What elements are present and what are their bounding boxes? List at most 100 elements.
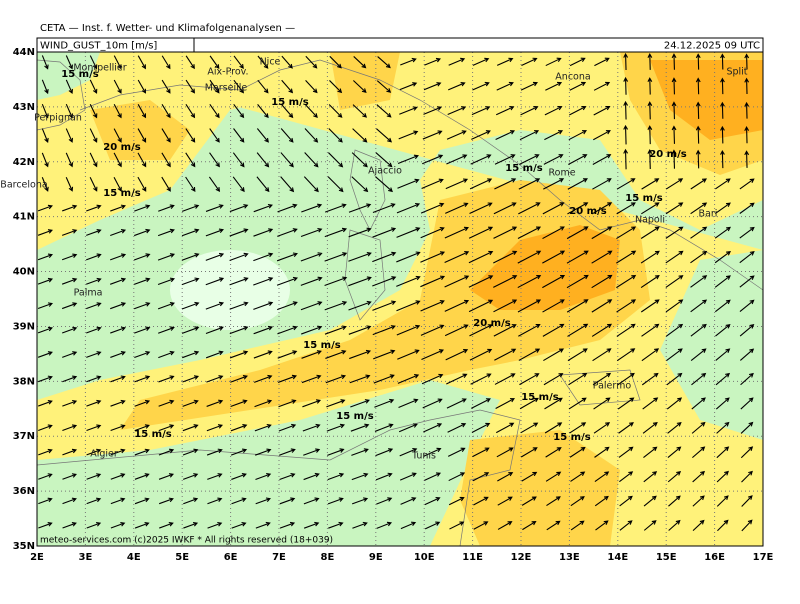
- city-label: Ancona: [555, 72, 590, 83]
- wind-arrow: [671, 101, 677, 120]
- lon-tick-label: 3E: [79, 552, 93, 563]
- wind-arrow: [471, 422, 491, 433]
- wind-arrow: [229, 350, 249, 359]
- wind-arrow: [303, 497, 320, 505]
- wind-arrow: [62, 473, 77, 480]
- wind-arrow: [86, 302, 102, 310]
- wind-arrow: [113, 152, 122, 168]
- wind-arrow: [161, 104, 171, 119]
- wind-arrow: [616, 274, 637, 289]
- wind-arrow: [61, 302, 78, 310]
- wind-arrow: [690, 348, 707, 361]
- wind-arrow: [569, 57, 586, 67]
- wind-arrow: [255, 521, 271, 529]
- lat-tick-label: 40N: [13, 267, 35, 278]
- wind-arrow: [205, 350, 224, 359]
- wind-arrow: [714, 299, 731, 313]
- wind-arrow: [352, 80, 367, 94]
- wind-arrow: [137, 128, 147, 143]
- wind-arrow: [493, 275, 518, 288]
- wind-arrow: [182, 448, 199, 456]
- wind-arrow: [41, 55, 49, 70]
- wind-arrow: [716, 470, 729, 483]
- wind-arrow: [695, 53, 701, 70]
- wind-arrow: [517, 275, 542, 289]
- wind-arrow: [279, 448, 296, 456]
- wind-arrow: [372, 227, 397, 238]
- lat-tick-label: 36N: [13, 486, 35, 497]
- wind-arrow: [421, 373, 444, 385]
- wind-arrow: [209, 55, 220, 70]
- wind-arrow: [741, 470, 753, 483]
- wind-arrow: [690, 226, 708, 239]
- wind-arrow: [65, 103, 73, 119]
- wind-arrow: [62, 399, 78, 407]
- wind-arrow: [641, 178, 660, 190]
- wind-arrow: [744, 101, 750, 119]
- wind-arrow: [302, 423, 321, 432]
- wind-arrow: [280, 176, 295, 193]
- city-label: Aix-Prov.: [207, 67, 248, 78]
- wind-arrow: [397, 349, 420, 360]
- wind-arrow: [420, 226, 445, 239]
- wind-arrow: [668, 519, 681, 531]
- wind-arrow: [327, 497, 344, 505]
- wind-arrow: [543, 154, 564, 165]
- wind-arrow: [517, 250, 542, 264]
- wind-arrow: [348, 227, 372, 238]
- wind-arrow: [518, 324, 541, 337]
- wind-arrow: [41, 103, 49, 119]
- wind-arrow: [280, 128, 294, 143]
- wind-arrow: [445, 202, 469, 214]
- wind-arrow: [352, 521, 368, 529]
- wind-arrow: [327, 176, 344, 193]
- city-labels: Montpellier Aix-Prov. Nice Marseille Per…: [0, 57, 748, 462]
- wind-arrow: [62, 375, 78, 383]
- wind-arrow: [641, 348, 660, 362]
- wind-arrow: [352, 104, 368, 118]
- wind-arrow: [185, 55, 195, 70]
- wind-arrow: [324, 276, 348, 287]
- wind-arrow: [566, 299, 589, 313]
- wind-arrow: [592, 178, 612, 190]
- wind-arrow: [520, 105, 539, 116]
- wind-arrow: [182, 473, 199, 480]
- wind-arrow: [182, 350, 200, 359]
- wind-arrow: [110, 497, 126, 505]
- wind-arrow: [641, 202, 660, 215]
- wind-arrow: [181, 253, 200, 261]
- wind-arrow: [209, 128, 220, 143]
- wind-arrow: [257, 104, 269, 119]
- wind-arrow: [325, 374, 347, 384]
- wind-arrow: [157, 277, 176, 286]
- wind-arrow: [493, 226, 518, 239]
- wind-arrow: [544, 130, 564, 141]
- wind-arrow: [86, 522, 102, 529]
- wind-arrow: [110, 448, 126, 456]
- wind-arrow: [666, 372, 683, 386]
- city-label: Barcelona: [0, 180, 47, 191]
- lat-tick-label: 37N: [13, 431, 35, 442]
- lon-tick-label: 11E: [462, 552, 483, 563]
- contour-label: 15 m/s: [625, 193, 662, 204]
- wind-arrow: [206, 448, 223, 456]
- wind-arrow: [715, 348, 731, 361]
- wind-arrow: [470, 373, 492, 385]
- wind-arrow: [181, 326, 200, 334]
- wind-arrow: [253, 203, 273, 213]
- wind-arrow: [497, 496, 513, 506]
- lon-tick-label: 12E: [511, 552, 532, 563]
- wind-arrows: [37, 52, 755, 532]
- wind-arrow: [277, 203, 298, 213]
- wind-arrow: [517, 299, 542, 313]
- wind-arrow: [496, 447, 514, 458]
- wind-arrow: [570, 520, 585, 531]
- wind-arrow: [89, 79, 98, 94]
- city-label: Montpellier: [73, 63, 126, 74]
- wind-arrow: [206, 399, 224, 407]
- wind-arrow: [714, 275, 731, 288]
- wind-arrow: [546, 496, 561, 506]
- wind-arrow: [444, 251, 470, 264]
- wind-arrow: [618, 446, 634, 458]
- wind-arrow: [546, 520, 561, 531]
